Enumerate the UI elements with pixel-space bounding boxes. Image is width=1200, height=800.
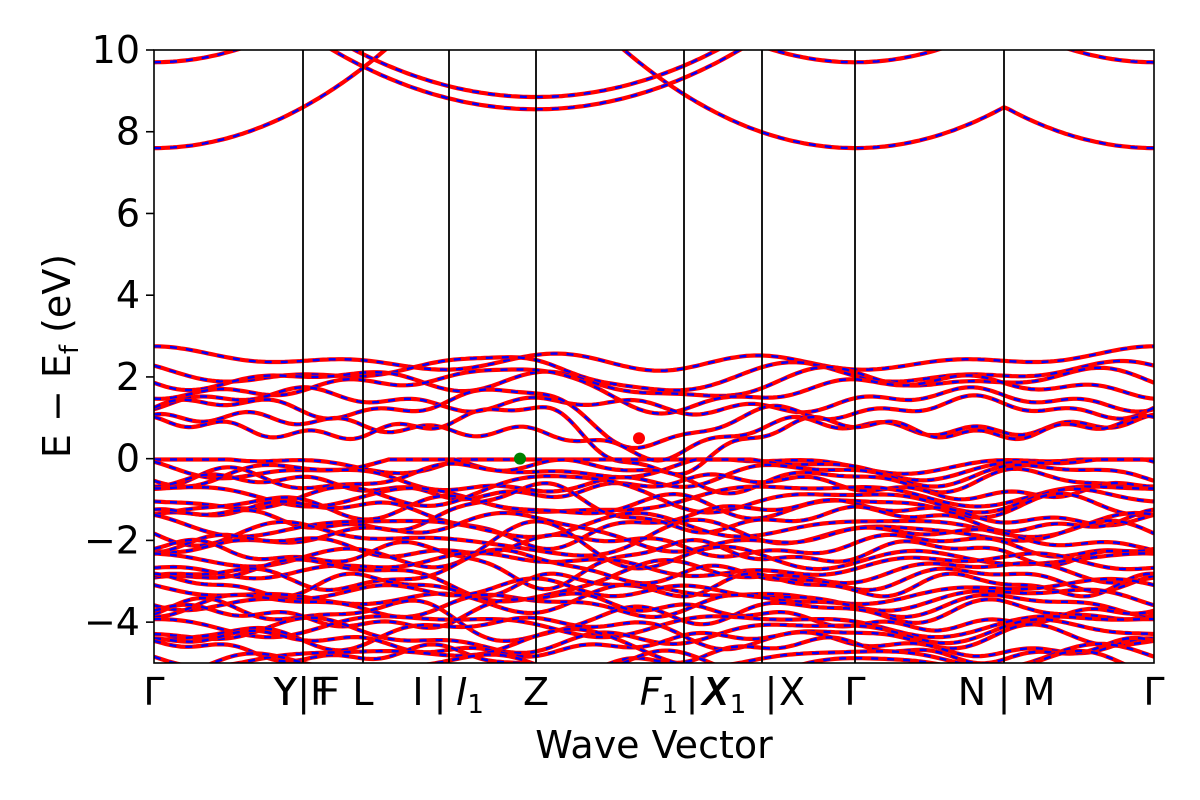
valence-band-up bbox=[154, 576, 1154, 616]
y-tick-label: 2 bbox=[116, 355, 140, 399]
band-lines bbox=[154, 50, 1154, 663]
valence-band-down bbox=[154, 492, 1154, 521]
conduction-band-low-down bbox=[154, 368, 1154, 415]
valence-band-down bbox=[154, 636, 1154, 663]
valence-band-down bbox=[154, 473, 1154, 501]
y-axis-ticks: 10 8 6 4 2 0 −2 −4 bbox=[84, 28, 154, 644]
valence-band-down bbox=[154, 596, 1154, 643]
x-tick-label: I bbox=[412, 670, 423, 714]
conduction-band-low-down bbox=[154, 356, 1154, 392]
valence-band-down bbox=[154, 511, 1154, 554]
x-tick-label: | bbox=[434, 670, 447, 715]
y-tick-label: 8 bbox=[116, 110, 140, 154]
x-tick-label: Z bbox=[523, 670, 549, 714]
valence-band-down bbox=[154, 593, 1154, 619]
valence-band-down bbox=[154, 592, 1154, 632]
y-tick-label: −4 bbox=[84, 600, 140, 644]
valence-band-up bbox=[154, 626, 1154, 663]
valence-band-down bbox=[154, 458, 1154, 495]
x-tick-label: Γ bbox=[844, 670, 865, 714]
y-axis-title-sub: f bbox=[55, 344, 85, 354]
conduction-band-low-down bbox=[154, 385, 1154, 416]
valence-band-down bbox=[154, 558, 1154, 603]
y-tick-label: 10 bbox=[92, 28, 140, 72]
y-tick-label: 0 bbox=[116, 437, 140, 481]
y-tick-label: −2 bbox=[84, 518, 140, 562]
x-tick-label: X bbox=[779, 670, 805, 714]
x-tick-label: F bbox=[318, 670, 340, 714]
y-tick-label: 6 bbox=[116, 191, 140, 235]
x-tick-label: | bbox=[998, 670, 1011, 715]
x-tick-label: Y bbox=[272, 670, 297, 714]
valence-band-down bbox=[209, 649, 1125, 663]
conduction-band-low-up bbox=[154, 344, 1154, 373]
valence-band-up bbox=[154, 615, 1154, 653]
y-axis-title-main: E − E bbox=[35, 354, 79, 458]
x-tick-label: L bbox=[352, 670, 373, 714]
valence-band-down bbox=[154, 548, 1154, 593]
valence-band-down bbox=[154, 533, 1154, 558]
x-tick-label: M bbox=[1023, 670, 1056, 714]
valence-band-down bbox=[154, 616, 1154, 655]
x-tick-label: Γ bbox=[143, 670, 164, 714]
band-edge-markers bbox=[514, 432, 645, 465]
y-tick-label: 4 bbox=[116, 273, 140, 317]
valence-band-up bbox=[154, 576, 1154, 613]
x-tick-label: I1 bbox=[456, 670, 484, 720]
valence-band-up bbox=[154, 550, 1154, 581]
x-tick-label: | bbox=[686, 670, 699, 715]
cbm-marker bbox=[633, 432, 645, 445]
conduction-band-down bbox=[154, 50, 1154, 150]
x-tick-label: N bbox=[958, 670, 986, 714]
valence-band-down bbox=[154, 458, 1154, 476]
conduction-band-low-down bbox=[154, 405, 1154, 476]
valence-band-down bbox=[154, 463, 1154, 493]
valence-band-up bbox=[154, 628, 1154, 659]
x-tick-label: Γ bbox=[1143, 670, 1164, 714]
high-symmetry-lines bbox=[302, 50, 1005, 663]
plot-frame bbox=[153, 49, 1155, 664]
y-axis-title: E − Ef (eV) bbox=[35, 254, 85, 458]
x-tick-label: F1 bbox=[640, 670, 678, 720]
conduction-band-low-down bbox=[154, 388, 1154, 450]
x-axis-title: Wave Vector bbox=[535, 723, 773, 767]
valence-band-up bbox=[154, 614, 1154, 640]
x-tick-label: X bbox=[700, 670, 729, 714]
x-tick-label: | bbox=[765, 670, 778, 715]
valence-band-down bbox=[154, 518, 1154, 557]
valence-band-down bbox=[154, 538, 1154, 591]
conduction-band-low-down bbox=[154, 365, 1154, 398]
conduction-band-up bbox=[328, 50, 744, 112]
valence-band-down bbox=[154, 520, 1154, 571]
x-tick-label: Y|F bbox=[273, 670, 332, 715]
conduction-band-up bbox=[350, 50, 722, 100]
x-tick-label: X1 bbox=[702, 670, 747, 720]
valence-band-down bbox=[154, 498, 1154, 551]
y-axis-title-unit: (eV) bbox=[35, 254, 79, 345]
vbm-marker bbox=[514, 452, 526, 465]
x-axis-ticks: Γ YY|FF L I | I1 Z F1 | XX1 | X Γ N | M Γ bbox=[143, 670, 1164, 720]
